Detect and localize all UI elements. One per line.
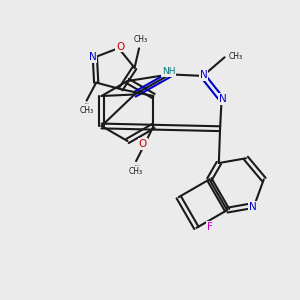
Text: O: O <box>139 139 147 149</box>
Text: methyl: methyl <box>230 55 235 56</box>
Text: F: F <box>207 222 213 232</box>
Text: CH₃: CH₃ <box>129 167 143 176</box>
Text: N: N <box>219 94 227 104</box>
Text: CH₃: CH₃ <box>134 35 148 44</box>
Text: methoxy: methoxy <box>135 164 141 166</box>
Text: N: N <box>249 202 257 212</box>
Text: methyl: methyl <box>230 54 236 56</box>
Text: N: N <box>200 70 208 80</box>
Text: CH₃: CH₃ <box>228 52 242 61</box>
Text: methyl: methyl <box>85 103 90 104</box>
Text: NH: NH <box>162 68 175 76</box>
Text: CH₃: CH₃ <box>80 106 94 115</box>
Text: O: O <box>116 42 124 52</box>
Text: N: N <box>88 52 96 62</box>
